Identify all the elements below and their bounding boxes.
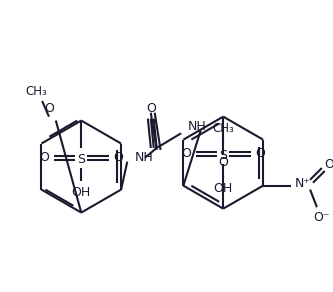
Text: S: S xyxy=(219,149,227,162)
Text: O: O xyxy=(39,151,49,164)
Text: NH: NH xyxy=(135,151,154,164)
Text: CH₃: CH₃ xyxy=(25,85,47,98)
Text: O: O xyxy=(325,158,333,171)
Text: N⁺: N⁺ xyxy=(294,177,310,190)
Text: O: O xyxy=(44,102,54,115)
Text: O: O xyxy=(255,147,265,160)
Text: CH₃: CH₃ xyxy=(212,122,234,135)
Text: O: O xyxy=(114,151,124,164)
Text: O: O xyxy=(146,102,156,115)
Text: O⁻: O⁻ xyxy=(314,211,330,225)
Text: OH: OH xyxy=(213,182,233,194)
Text: O: O xyxy=(218,156,228,169)
Text: S: S xyxy=(77,153,85,166)
Text: NH: NH xyxy=(188,120,207,133)
Text: O: O xyxy=(181,147,191,160)
Text: OH: OH xyxy=(72,185,91,199)
